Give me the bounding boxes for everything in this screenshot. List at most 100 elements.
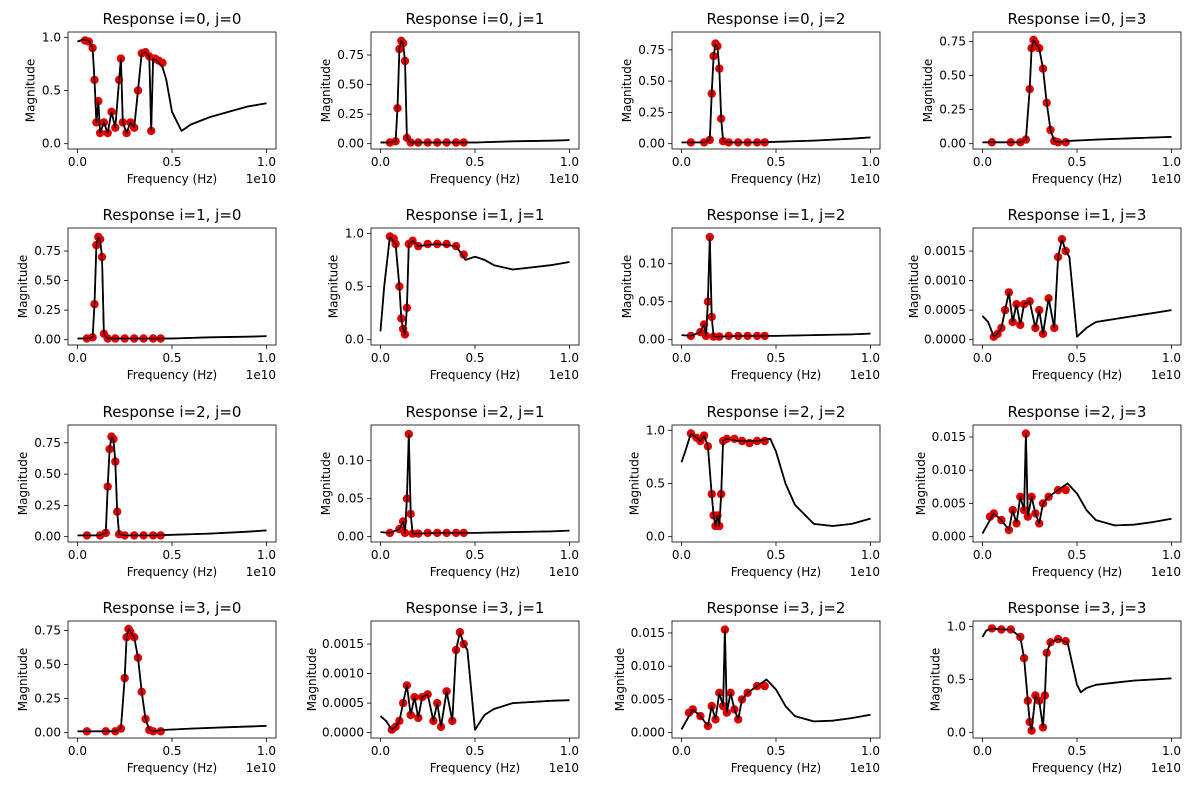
- plot-area: [379, 628, 570, 734]
- y-tick-label: 0.25: [638, 105, 665, 119]
- plot-area: [77, 432, 267, 540]
- x-tick-label: 0.5: [766, 744, 785, 758]
- x-tick-label: 1.0: [1162, 351, 1181, 365]
- x-tick-label: 1.0: [861, 548, 880, 562]
- y-tick-label: 0.0000: [322, 726, 364, 740]
- y-tick-label: 0.75: [34, 623, 61, 637]
- x-tick-label: 0.0: [973, 351, 992, 365]
- y-tick-label: 0.75: [638, 43, 665, 57]
- y-tick-label: 0.0005: [322, 696, 364, 710]
- y-tick-label: 0.50: [638, 74, 665, 88]
- x-tick-label: 0.0: [371, 155, 390, 169]
- y-tick-label: 0.5: [345, 280, 364, 294]
- x-tick-label: 0.5: [1067, 548, 1086, 562]
- x-offset-text: 1e10: [549, 368, 579, 382]
- y-tick-label: 0.0010: [322, 667, 364, 681]
- y-tick-label: 0.25: [34, 498, 61, 512]
- y-axis-label: Magnitude: [620, 59, 634, 123]
- y-tick-label: 0.00: [337, 137, 364, 151]
- y-tick-label: 0.0000: [924, 333, 966, 347]
- x-axis-label: Frequency (Hz): [731, 565, 822, 579]
- y-axis-label: Magnitude: [914, 452, 928, 516]
- y-tick-label: 0.50: [34, 467, 61, 481]
- x-axis-label: Frequency (Hz): [731, 368, 822, 382]
- plot-area: [981, 624, 1172, 735]
- y-tick-label: 0.000: [932, 530, 966, 544]
- y-axis-label: Magnitude: [613, 648, 627, 712]
- x-offset-text: 1e10: [246, 172, 276, 186]
- model-line-overlay: [379, 235, 570, 336]
- x-offset-text: 1e10: [850, 565, 880, 579]
- y-tick-label: 1.0: [646, 423, 665, 437]
- model-line: [380, 40, 570, 144]
- x-axis-label: Frequency (Hz): [430, 565, 521, 579]
- model-line-overlay: [982, 39, 1172, 144]
- y-tick-label: 0.05: [337, 492, 364, 506]
- subplot-title: Response i=1, j=0: [103, 206, 242, 224]
- model-line-overlay: [380, 40, 570, 144]
- y-axis-label: Magnitude: [928, 648, 942, 712]
- subplot-1: 0.0 0.5 1.0 0.00 0.25 0.50 0.75 Response i=0, j…: [319, 10, 580, 186]
- y-axis-label: Magnitude: [16, 255, 30, 319]
- axes-frame: [67, 424, 277, 543]
- x-tick-label: 1.0: [257, 155, 276, 169]
- y-tick-label: 0.05: [638, 295, 665, 309]
- y-axis-label: Magnitude: [305, 648, 319, 712]
- y-tick-label: 0.25: [34, 303, 61, 317]
- y-axis-label: Magnitude: [23, 59, 37, 123]
- x-tick-label: 0.5: [766, 548, 785, 562]
- y-tick-label: 0.0: [947, 726, 966, 740]
- plot-area: [77, 624, 267, 736]
- y-tick-label: 0.00: [34, 333, 61, 347]
- y-tick-label: 0.50: [337, 78, 364, 92]
- subplot-title: Response i=1, j=3: [1008, 206, 1147, 224]
- model-line-overlay: [681, 236, 871, 338]
- x-axis-label: Frequency (Hz): [731, 172, 822, 186]
- y-tick-label: 0.50: [939, 69, 966, 83]
- y-tick-label: 0.25: [939, 103, 966, 117]
- model-line-overlay: [77, 628, 267, 732]
- subplot-title: Response i=3, j=2: [707, 599, 846, 617]
- x-axis-label: Frequency (Hz): [430, 761, 521, 775]
- x-tick-label: 0.0: [371, 548, 390, 562]
- y-tick-label: 0.00: [34, 726, 61, 740]
- subplot-2: 0.0 0.5 1.0 0.00 0.25 0.50 0.75 Response i=0, j…: [620, 10, 881, 186]
- y-tick-label: 0.015: [631, 626, 665, 640]
- subplot-title: Response i=1, j=1: [406, 206, 545, 224]
- plot-area: [379, 232, 570, 339]
- x-axis-label: Frequency (Hz): [731, 761, 822, 775]
- subplot-title: Response i=3, j=0: [103, 599, 242, 617]
- subplot-11: 0.0 0.5 1.0 0.000 0.005 0.010 0.015 Response i=…: [914, 403, 1182, 579]
- y-tick-label: 0.00: [939, 137, 966, 151]
- x-offset-text: 1e10: [549, 565, 579, 579]
- x-offset-text: 1e10: [850, 368, 880, 382]
- subplot-13: 0.0 0.5 1.0 0.0000 0.0005 0.0010 0.0015 Respons…: [305, 599, 580, 775]
- x-axis-label: Frequency (Hz): [1032, 368, 1123, 382]
- x-tick-label: 1.0: [560, 351, 579, 365]
- x-tick-label: 1.0: [560, 744, 579, 758]
- x-tick-label: 0.5: [162, 744, 181, 758]
- y-tick-label: 0.0: [646, 530, 665, 544]
- y-tick-label: 0.25: [337, 107, 364, 121]
- x-tick-label: 0.5: [1067, 351, 1086, 365]
- data-point: [1061, 138, 1070, 147]
- y-tick-label: 0.010: [631, 659, 665, 673]
- x-tick-label: 0.0: [973, 548, 992, 562]
- y-tick-label: 0.5: [646, 477, 665, 491]
- y-axis-label: Magnitude: [907, 255, 921, 319]
- y-tick-label: 0.0015: [322, 637, 364, 651]
- subplot-title: Response i=2, j=3: [1008, 403, 1147, 421]
- x-offset-text: 1e10: [246, 761, 276, 775]
- y-tick-label: 0.75: [337, 48, 364, 62]
- subplot-9: 0.0 0.5 1.0 0.00 0.05 0.10 Response i=2, j=1 Fr…: [319, 403, 580, 579]
- data-point: [423, 239, 432, 249]
- y-axis-label: Magnitude: [16, 648, 30, 712]
- y-tick-label: 0.005: [932, 496, 966, 510]
- model-line-overlay: [77, 38, 267, 134]
- y-tick-label: 0.5: [947, 673, 966, 687]
- model-line-overlay: [77, 435, 267, 537]
- x-tick-label: 0.5: [766, 351, 785, 365]
- plot-area: [380, 36, 570, 147]
- subplot-14: 0.0 0.5 1.0 0.000 0.005 0.010 0.015 Response i=…: [613, 599, 881, 775]
